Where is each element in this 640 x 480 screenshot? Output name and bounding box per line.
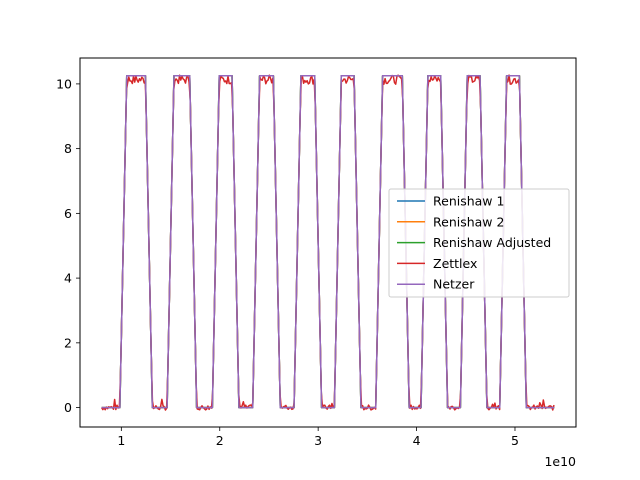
y-tick-label: 4: [64, 271, 72, 286]
legend-label: Renishaw Adjusted: [433, 235, 551, 250]
y-tick-label: 10: [56, 76, 72, 91]
legend: Renishaw 1 Renishaw 2 Renishaw Adjusted Zet…: [388, 188, 570, 298]
x-tick-label: 5: [511, 433, 519, 448]
x-offset-label: 1e10: [544, 454, 576, 469]
legend-label: Renishaw 2: [433, 214, 504, 229]
legend-label: Zettlex: [433, 256, 477, 271]
series-line-netzer: [101, 75, 555, 409]
axes-frame: [79, 57, 577, 428]
y-tick-label: 6: [64, 206, 72, 221]
legend-box: [388, 188, 570, 298]
x-tick-label: 1: [117, 433, 125, 448]
y-tick-label: 2: [64, 335, 72, 350]
legend-label: Renishaw 1: [433, 194, 504, 209]
x-tick-label: 4: [413, 433, 421, 448]
x-tick-label: 3: [314, 433, 322, 448]
y-tick-label: 8: [64, 141, 72, 156]
legend-label: Netzer: [433, 277, 475, 292]
ticks-layer: 1 2 3 4 5 0 2 4 6 8 10: [56, 76, 519, 448]
series-layer: [101, 74, 555, 411]
y-tick-label: 0: [64, 400, 72, 415]
x-tick-label: 2: [216, 433, 224, 448]
